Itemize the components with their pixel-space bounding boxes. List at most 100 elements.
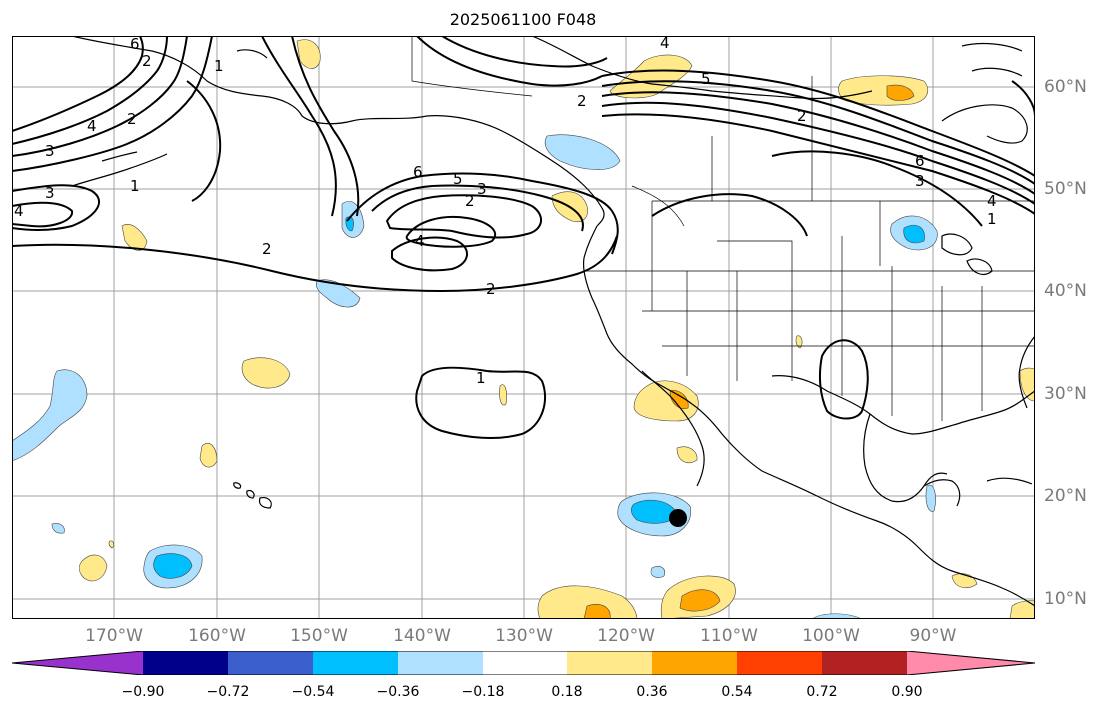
colorbar-segment [822, 651, 907, 675]
contour-line [771, 150, 983, 227]
negative-anomaly-area [650, 566, 665, 578]
negative-anomaly-area [925, 484, 936, 512]
lon-label: 170°W [85, 626, 143, 646]
graticule [12, 36, 1035, 619]
contour-label: 4 [660, 36, 670, 52]
contour-label: 3 [915, 172, 925, 190]
contour-line [186, 80, 222, 202]
gulf-coast [771, 375, 1035, 435]
contour-label: 3 [45, 184, 55, 202]
negative-anomaly-area [903, 224, 925, 244]
contour-label: 1 [130, 177, 140, 195]
contour-label: 6 [413, 163, 423, 181]
positive-anomaly-area [676, 446, 698, 463]
contour-line [651, 193, 808, 237]
lon-label: 90°W [909, 626, 957, 646]
great-lakes [941, 233, 973, 256]
contour-label: 5 [453, 170, 463, 188]
baja-california [641, 370, 705, 487]
colorbar-tick-label: −0.36 [376, 684, 420, 700]
negative-anomaly-area [153, 553, 193, 579]
hudson-bay [941, 104, 1028, 144]
contour-label: 2 [465, 192, 475, 210]
positive-anomaly-area [537, 585, 638, 619]
contour-label: 2 [797, 107, 807, 125]
contour-line [818, 339, 869, 420]
contour-label: 1 [214, 57, 224, 75]
contour-line [601, 80, 1035, 185]
colorbar-segment [398, 651, 483, 675]
arctic-islands [971, 67, 1023, 77]
lat-label: 40°N [1044, 281, 1087, 301]
us-state-borders [411, 36, 1035, 421]
contour-line [385, 194, 542, 239]
lat-label: 20°N [1044, 486, 1087, 506]
contour-label: 1 [987, 210, 997, 228]
negative-anomaly-area [544, 134, 621, 170]
colorbar-segment [483, 651, 567, 675]
colorbar-tick-label: 0.36 [636, 684, 668, 700]
colorbar-segment [313, 651, 398, 675]
contour-line [601, 91, 1035, 195]
contour-line [12, 36, 168, 145]
positive-anomaly-area [583, 604, 611, 619]
lon-label: 100°W [802, 626, 860, 646]
contour-line [261, 36, 337, 217]
contour-line [415, 366, 547, 439]
arctic-islands [236, 49, 268, 59]
colorbar-segment [652, 651, 737, 675]
north-coast [531, 36, 873, 100]
colorbar-segment [143, 651, 228, 675]
storm-center-marker[interactable] [669, 509, 687, 527]
lon-label: 140°W [393, 626, 451, 646]
aleutian-islands [101, 151, 138, 162]
contour-label: 6 [130, 36, 140, 53]
great-lakes [966, 258, 993, 275]
positive-anomaly-area [1019, 367, 1035, 402]
contour-label: 1 [476, 369, 486, 387]
colorbar-tick-label: −0.90 [121, 684, 165, 700]
contour-line [12, 36, 144, 132]
lon-label: 150°W [290, 626, 348, 646]
positive-anomaly-area [78, 554, 108, 582]
colorbar-tick-label: −0.54 [291, 684, 335, 700]
colorbar-tick-label: 0.54 [721, 684, 753, 700]
gulf-mexico-coast [863, 413, 948, 503]
colorbar-segment [228, 651, 313, 675]
contour-line [346, 172, 619, 255]
positive-anomaly-area [121, 224, 148, 251]
colorbar-segment [567, 651, 652, 675]
negative-anomaly-area [12, 369, 88, 462]
contour-line [291, 36, 360, 217]
contour-label: 2 [486, 280, 496, 298]
positive-anomaly-area [241, 357, 291, 389]
bc-coast [582, 225, 693, 405]
yucatan [923, 479, 961, 507]
lat-label: 10°N [1044, 589, 1087, 609]
positive-anomaly-area [679, 589, 721, 612]
colorbar-tick-label: −0.18 [461, 684, 505, 700]
contour-label: 5 [701, 70, 711, 88]
contour-line [416, 36, 603, 87]
hawaii-islands [258, 497, 272, 509]
mexico-coast [691, 403, 1035, 607]
contour-line [371, 184, 584, 232]
colorbar-segment [737, 651, 822, 675]
contour-line [12, 36, 213, 172]
contour-line [441, 36, 608, 68]
map-plot-area[interactable]: 2 4 3 2 1 3 4 6 5 3 2 4 2 2 2 1 4 5 2 6 … [12, 36, 1035, 619]
lat-label: 60°N [1044, 77, 1087, 97]
hawaii-islands [233, 482, 242, 489]
colorbar [12, 651, 1035, 675]
positive-anomaly-area [669, 390, 689, 409]
positive-anomaly-area [108, 540, 115, 549]
map-title: 2025061100 F048 [449, 10, 597, 29]
contour-label: 2 [262, 240, 272, 258]
positive-anomaly-area [886, 84, 915, 101]
contour-line [12, 184, 100, 232]
aleutian-islands [71, 153, 168, 187]
contour-line [601, 101, 1035, 205]
negative-anomaly-area [631, 499, 678, 524]
lon-label: 160°W [188, 626, 246, 646]
contour-line [601, 69, 1035, 177]
